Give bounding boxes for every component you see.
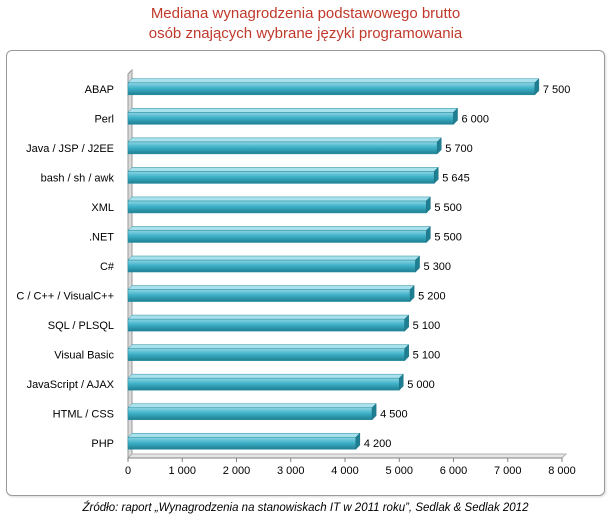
bar-end-face	[415, 255, 420, 273]
value-label: 5 500	[434, 202, 462, 214]
value-label: 5 300	[424, 261, 452, 273]
chart-title: Mediana wynagrodzenia podstawowego brutt…	[0, 4, 611, 44]
bar-top-face	[127, 167, 439, 172]
category-label: SQL / PLSQL	[48, 320, 114, 332]
value-label: 4 200	[364, 438, 392, 450]
bar	[127, 348, 405, 361]
value-label: 6 000	[462, 113, 490, 125]
value-label: 7 500	[543, 84, 571, 96]
bar-end-face	[453, 107, 458, 125]
bar	[127, 230, 427, 243]
value-label: 5 500	[434, 231, 462, 243]
bar-end-face	[355, 432, 361, 450]
chart-title-line-1: Mediana wynagrodzenia podstawowego brutt…	[150, 5, 461, 22]
x-tick-label: 4 000	[331, 465, 359, 477]
bar-top-face	[127, 196, 431, 202]
bar-top-face	[127, 344, 410, 349]
x-tick-label: 7 000	[494, 465, 522, 477]
category-label: bash / sh / awk	[41, 172, 115, 184]
value-label: 5 700	[445, 143, 473, 155]
bar-top-face	[127, 373, 404, 379]
bar	[127, 318, 405, 332]
x-tick-label: 0	[125, 465, 131, 477]
bar-top-face	[127, 314, 410, 320]
chart-title-line-2: osób znających wybrane języki programowa…	[148, 25, 463, 42]
value-label: 5 100	[413, 320, 441, 332]
value-label: 5 645	[442, 172, 470, 184]
value-label: 5 000	[407, 379, 435, 391]
category-label: JavaScript / AJAX	[27, 379, 115, 391]
bar-top-face	[127, 226, 431, 231]
source-note: Źródło: raport „Wynagrodzenia na stanowi…	[82, 502, 529, 514]
bar	[127, 436, 357, 450]
bar-top-face	[127, 285, 415, 290]
bar	[127, 141, 438, 155]
category-label: PHP	[91, 438, 114, 450]
bar	[127, 200, 427, 214]
x-tick-label: 3 000	[277, 465, 305, 477]
bar	[127, 82, 536, 96]
bar-end-face	[426, 225, 431, 244]
bar-top-face	[127, 78, 540, 84]
x-tick-label: 5 000	[385, 465, 413, 477]
value-label: 4 500	[380, 409, 408, 421]
category-label: HTML / CSS	[53, 409, 114, 421]
bar	[127, 377, 400, 391]
bar-end-face	[426, 196, 431, 214]
x-tick-label: 2 000	[223, 465, 251, 477]
bar-end-face	[371, 403, 377, 421]
bar-end-face	[409, 284, 415, 303]
category-label: .NET	[89, 231, 114, 243]
bar	[127, 259, 416, 273]
bar-end-face	[399, 373, 404, 391]
bar	[127, 112, 454, 125]
bar-end-face	[404, 314, 409, 332]
bar	[127, 289, 411, 302]
bar-top-face	[127, 108, 459, 113]
category-label: C#	[100, 261, 115, 273]
bar-end-face	[433, 166, 439, 184]
category-label: Java / JSP / J2EE	[26, 143, 114, 155]
x-tick-label: 8 000	[548, 465, 576, 477]
category-label: Perl	[94, 113, 114, 125]
bar	[127, 171, 435, 184]
category-label: ABAP	[85, 84, 114, 96]
bar-top-face	[127, 432, 361, 438]
bar-end-face	[404, 344, 409, 362]
bar-top-face	[127, 403, 377, 408]
value-label: 5 200	[418, 291, 446, 303]
x-tick-label: 1 000	[168, 465, 196, 477]
bar-top-face	[127, 255, 421, 261]
x-tick-label: 6 000	[440, 465, 468, 477]
bar	[127, 407, 373, 420]
category-label: C / C++ / VisualC++	[16, 291, 114, 303]
category-label: Visual Basic	[54, 350, 114, 362]
bar-end-face	[534, 78, 540, 96]
bar-end-face	[436, 137, 442, 155]
axis-floor	[126, 453, 568, 459]
value-label: 5 100	[413, 350, 441, 362]
category-label: XML	[91, 202, 114, 214]
bar-top-face	[127, 137, 442, 143]
